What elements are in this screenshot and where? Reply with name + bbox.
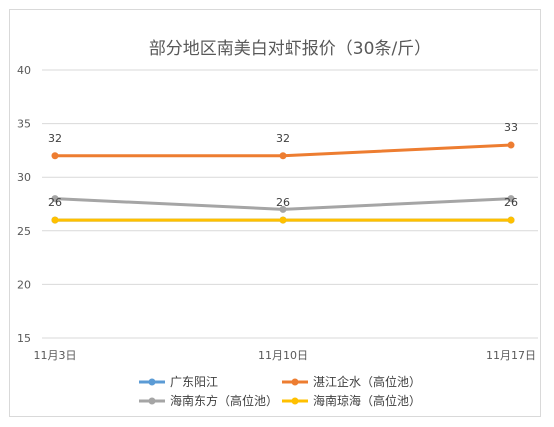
data-label: 32 [276, 132, 290, 145]
x-axis-ticks: 11月3日 11月10日 11月17日 [34, 349, 537, 362]
data-point [279, 216, 287, 224]
legend-label: 湛江企水（高位池） [313, 374, 421, 389]
y-tick-label: 35 [17, 118, 31, 131]
data-point [51, 195, 59, 203]
data-label: 33 [504, 121, 518, 134]
x-tick-label: 11月3日 [34, 349, 77, 362]
legend-swatch-marker [148, 397, 156, 405]
data-label: 32 [48, 132, 62, 145]
legend-swatch-marker [148, 378, 156, 386]
data-point [51, 216, 59, 224]
data-labels: 32 32 33 26 26 26 [48, 121, 518, 209]
y-tick-label: 15 [17, 332, 31, 345]
y-tick-label: 20 [17, 278, 31, 291]
x-tick-label: 11月17日 [486, 349, 536, 362]
legend: 广东阳江 湛江企水（高位池） 海南东方（高位池） 海南琼海（高位池） [139, 374, 421, 408]
data-label: 26 [504, 196, 518, 209]
data-point [279, 205, 287, 213]
data-point [279, 152, 287, 160]
legend-swatch-marker [291, 397, 299, 405]
x-tick-label: 11月10日 [258, 349, 308, 362]
data-point [507, 195, 515, 203]
legend-swatch-marker [291, 378, 299, 386]
data-label: 26 [276, 196, 290, 209]
gridlines [42, 69, 538, 339]
data-point [507, 216, 515, 224]
data-point [507, 141, 515, 149]
legend-label: 海南琼海（高位池） [313, 393, 421, 408]
y-tick-label: 30 [17, 171, 31, 184]
legend-label: 海南东方（高位池） [170, 393, 278, 408]
y-tick-label: 40 [17, 64, 31, 77]
chart-frame [9, 9, 541, 417]
data-point [51, 152, 59, 160]
y-tick-label: 25 [17, 225, 31, 238]
series-lines [51, 141, 515, 224]
legend-label: 广东阳江 [170, 375, 218, 389]
y-axis-ticks: 15 20 25 30 35 40 [17, 64, 31, 345]
data-label: 26 [48, 196, 62, 209]
chart-title: 部分地区南美白对虾报价（30条/斤） [149, 39, 431, 59]
